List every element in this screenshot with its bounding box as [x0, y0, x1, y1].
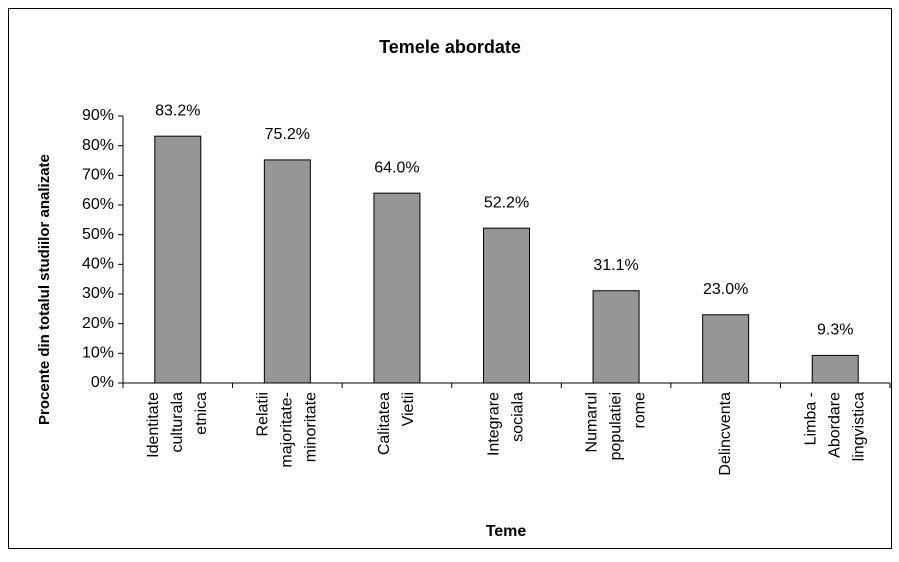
- x-tick-label: populatiei: [607, 392, 624, 461]
- y-axis-label: Procente din totalul studiilor analizate: [36, 154, 53, 425]
- chart-frame: [8, 8, 892, 549]
- bar: [373, 192, 421, 384]
- y-tick-label: 80%: [82, 137, 114, 154]
- bar: [702, 314, 750, 384]
- y-tick-label: 50%: [82, 226, 114, 243]
- y-tick-label: 70%: [82, 167, 114, 184]
- bar: [154, 135, 202, 384]
- y-axis-label-clip: Procente din totalul studiilor analizate: [36, 154, 53, 425]
- bar: [592, 290, 640, 384]
- x-tick-label: Relatii: [255, 392, 272, 436]
- y-tick-label: 60%: [82, 196, 114, 213]
- x-tick-label: Numarul: [583, 392, 600, 452]
- x-axis-label: Teme: [486, 523, 527, 540]
- x-tick-label: rome: [631, 392, 648, 429]
- y-tick-label: 30%: [82, 285, 114, 302]
- y-tick-label: 40%: [82, 256, 114, 273]
- x-tick-label: Abordare: [826, 392, 843, 458]
- value-label: 31.1%: [593, 257, 638, 274]
- value-label: 9.3%: [817, 322, 853, 339]
- x-tick-label: Vietii: [400, 392, 417, 426]
- bar: [811, 354, 859, 384]
- x-tick-label: majoritate-: [279, 392, 296, 468]
- y-tick-label: 90%: [82, 107, 114, 124]
- x-tick-label: sociala: [510, 392, 527, 442]
- value-label: 75.2%: [265, 126, 310, 143]
- x-tick-label: Limba -: [802, 392, 819, 445]
- x-tick-label: Delincventa: [717, 392, 734, 476]
- y-tick-label: 0%: [91, 374, 114, 391]
- y-tick-label: 10%: [82, 345, 114, 362]
- x-tick-label: minoritate: [303, 392, 320, 462]
- value-label: 83.2%: [155, 102, 200, 119]
- value-label: 64.0%: [374, 159, 419, 176]
- bar: [263, 159, 311, 384]
- x-tick-label: etnica: [193, 392, 210, 435]
- y-tick-label: 20%: [82, 315, 114, 332]
- chart-title: Temele abordate: [379, 37, 521, 57]
- x-tick-label: Identitate: [145, 392, 162, 458]
- x-tick-label: Calitatea: [376, 392, 393, 455]
- value-label: 23.0%: [703, 281, 748, 298]
- x-tick-label: Integrare: [486, 392, 503, 456]
- value-label: 52.2%: [484, 194, 529, 211]
- x-tick-label: lingvistica: [850, 392, 867, 461]
- bar: [483, 227, 530, 384]
- x-tick-label: culturala: [169, 392, 186, 453]
